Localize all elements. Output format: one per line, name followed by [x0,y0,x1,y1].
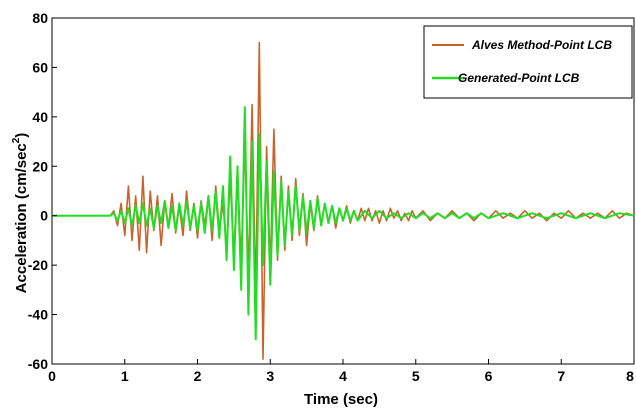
y-tick-label: 80 [32,10,48,26]
x-tick-label: 0 [48,368,56,384]
x-tick-label: 6 [485,368,493,384]
series-layer [52,41,635,360]
y-axis-ticks: -60 -40 -20 0 20 40 60 80 [28,10,57,372]
legend-item-alves: Alves Method-Point LCB [432,38,612,52]
x-tick-label: 1 [121,368,129,384]
y-tick-label: -60 [28,356,48,372]
x-tick-label: 2 [194,368,202,384]
x-axis-ticks: 0 1 2 3 4 5 6 7 8 [48,359,635,384]
legend: Alves Method-Point LCB Generated-Point L… [423,25,633,99]
y-axis-title: Acceleration (cm/sec2) [11,133,30,294]
y-axis-title-superscript: 2 [11,137,22,143]
x-tick-label: 8 [626,368,634,384]
y-tick-label: 40 [32,109,48,125]
series-line-generated [52,106,635,341]
x-axis-title: Time (sec) [304,391,378,408]
y-tick-label: 60 [32,59,48,75]
x-tick-label: 5 [412,368,420,384]
legend-label-alves: Alves Method-Point LCB [471,38,612,52]
y-tick-label: -40 [28,307,48,323]
legend-box [423,25,633,99]
legend-label-generated: Generated-Point LCB [458,71,580,85]
x-tick-label: 4 [339,368,347,384]
x-tick-label: 3 [266,368,274,384]
y-tick-label: 20 [32,158,48,174]
y-axis-title-main: Acceleration (cm/sec [13,143,30,293]
y-tick-label: 0 [40,208,48,224]
y-tick-label: -20 [28,257,48,273]
x-tick-label: 7 [557,368,565,384]
legend-item-generated: Generated-Point LCB [432,71,580,85]
y-axis-title-close: ) [13,133,30,138]
